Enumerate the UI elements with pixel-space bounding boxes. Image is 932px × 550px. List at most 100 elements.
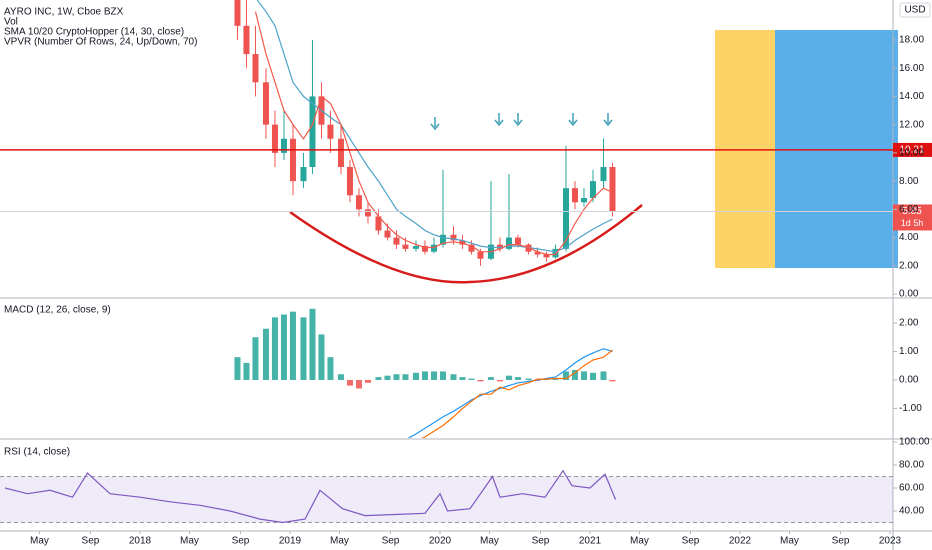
arrow xyxy=(494,113,504,127)
x-tick-label: Sep xyxy=(682,536,700,547)
histogram-bar xyxy=(393,374,400,380)
histogram-bar xyxy=(309,308,316,380)
histogram-bar xyxy=(421,371,428,380)
y-tick-label: 4.00 xyxy=(899,232,919,243)
y-tick-label: 40.00 xyxy=(899,506,924,517)
candle-body xyxy=(421,246,428,252)
histogram-bar xyxy=(450,374,457,380)
candle-body xyxy=(234,0,241,26)
candle-body xyxy=(543,254,550,258)
x-tick-label: Sep xyxy=(82,536,100,547)
histogram-bar xyxy=(430,371,437,380)
histogram-bar xyxy=(384,375,391,380)
histogram-bar xyxy=(327,357,334,380)
y-tick-label: 12.00 xyxy=(899,119,924,130)
currency: USD xyxy=(904,5,925,16)
x-tick-label: May xyxy=(30,536,49,547)
candle-body xyxy=(346,166,353,196)
candle-body xyxy=(262,82,269,125)
candle-body xyxy=(355,195,362,210)
y-tick-label: 0.00 xyxy=(899,289,919,300)
x-tick-label: May xyxy=(780,536,799,547)
hline-label-box xyxy=(893,142,932,157)
pane xyxy=(234,0,616,266)
x-tick-label: 2020 xyxy=(429,536,452,547)
arrow xyxy=(603,113,613,127)
candle-body xyxy=(243,25,250,55)
currency-box[interactable] xyxy=(899,2,931,18)
histogram-bar xyxy=(609,379,616,382)
x-tick-label: May xyxy=(480,536,499,547)
x-tick-label: 2019 xyxy=(279,536,302,547)
histogram-bar xyxy=(496,379,503,382)
histogram-bar xyxy=(505,375,512,380)
y-tick-label: 10.00 xyxy=(899,148,924,159)
y-tick-label: -1.00 xyxy=(899,403,922,414)
candle-body xyxy=(364,209,371,217)
x-tick-label: Sep xyxy=(232,536,250,547)
macd-line xyxy=(407,348,613,438)
pane-title: MACD (12, 26, close, 9) xyxy=(4,305,111,316)
x-tick-label: Sep xyxy=(832,536,850,547)
histogram-bar xyxy=(525,378,532,380)
candle-body xyxy=(375,216,382,231)
histogram-bar xyxy=(346,379,353,386)
candle-body xyxy=(412,246,419,249)
candle-body xyxy=(609,166,616,212)
y-tick-label: 16.00 xyxy=(899,63,924,74)
histogram-bar xyxy=(375,377,382,380)
arrow xyxy=(513,113,523,127)
histogram-bar xyxy=(468,378,475,380)
x-tick-label: May xyxy=(330,536,349,547)
candle-body xyxy=(459,240,466,245)
x-tick-label: May xyxy=(630,536,649,547)
y-tick-label: 8.00 xyxy=(899,176,919,187)
candle-body xyxy=(600,166,607,182)
y-tick-label: 18.00 xyxy=(899,35,924,46)
y-tick-label: 1.00 xyxy=(899,346,919,357)
candle-body xyxy=(468,244,475,252)
candle-body xyxy=(300,166,307,182)
candle-body xyxy=(337,138,344,167)
histogram-bar xyxy=(337,374,344,380)
y-tick-label: 0.00 xyxy=(899,375,919,386)
candle-body xyxy=(393,237,400,245)
histogram-bar xyxy=(364,379,371,383)
candle-body xyxy=(552,248,559,258)
histogram-bar xyxy=(477,379,484,382)
sma-line xyxy=(254,11,613,256)
candle-body xyxy=(514,237,521,245)
hline-label: 10.21 xyxy=(899,145,924,156)
histogram-bar xyxy=(459,377,466,380)
pane-title: AYRO INC, 1W, Cboe BZX xyxy=(4,7,124,18)
blue-box xyxy=(775,30,898,268)
y-tick-label: 60.00 xyxy=(899,483,924,494)
sma-line xyxy=(256,0,613,253)
candle-body xyxy=(450,234,457,241)
histogram-bar xyxy=(439,371,446,380)
histogram-bar xyxy=(562,371,569,380)
histogram-bar xyxy=(318,334,325,380)
histogram-bar xyxy=(300,317,307,380)
rsi-band xyxy=(0,476,893,523)
candle-body xyxy=(505,237,512,249)
indicator-legend: SMA 10/20 CryptoHopper (14, 30, close) xyxy=(4,27,184,38)
histogram-bar xyxy=(514,377,521,380)
candle-body xyxy=(271,124,278,153)
histogram-bar xyxy=(252,337,259,380)
y-tick-label: 2.00 xyxy=(899,260,919,271)
candle-body xyxy=(309,96,316,167)
y-tick-label: 2.00 xyxy=(899,318,919,329)
arrows xyxy=(430,113,613,131)
histogram-bar xyxy=(487,377,494,380)
x-tick-label: 2022 xyxy=(729,536,752,547)
x-tick-label: 2021 xyxy=(579,536,602,547)
candle-body xyxy=(439,234,446,245)
candle-body xyxy=(525,244,532,252)
y-tick-label: 80.00 xyxy=(899,460,924,471)
candle-body xyxy=(280,138,287,153)
candle-body xyxy=(534,251,541,255)
histogram-bar xyxy=(402,374,409,380)
pane xyxy=(0,469,893,524)
